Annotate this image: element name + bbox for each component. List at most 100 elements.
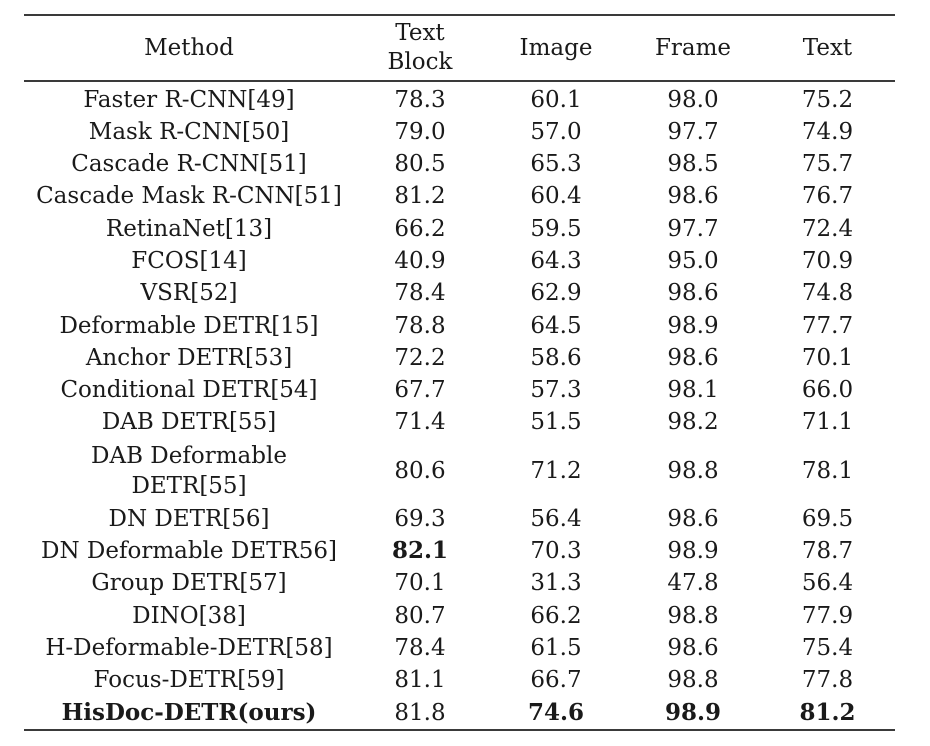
frame-cell: 98.6 bbox=[667, 634, 719, 661]
text-cell: 77.9 bbox=[801, 602, 854, 629]
table-row: Cascade Mask R-CNN[51] 81.2 60.4 98.6 76… bbox=[24, 180, 895, 212]
text-cell: 70.1 bbox=[801, 344, 854, 371]
text-block-cell: 71.4 bbox=[394, 409, 446, 436]
text-block-cell: 69.3 bbox=[394, 505, 446, 532]
table-row: DN Deformable DETR56] 82.1 70.3 98.9 78.… bbox=[24, 535, 895, 567]
method-cell: H-Deformable-DETR[58] bbox=[45, 634, 333, 661]
frame-cell: 98.6 bbox=[667, 505, 719, 532]
header-text: Text bbox=[802, 34, 853, 61]
image-cell-best: 74.6 bbox=[527, 698, 585, 726]
text-cell: 70.9 bbox=[801, 247, 854, 274]
table-row: DN DETR[56] 69.3 56.4 98.6 69.5 bbox=[24, 503, 895, 535]
table-row: Focus-DETR[59] 81.1 66.7 98.8 77.8 bbox=[24, 664, 895, 696]
image-cell: 64.3 bbox=[530, 247, 582, 274]
image-cell: 64.5 bbox=[530, 312, 582, 339]
image-cell: 60.4 bbox=[530, 183, 582, 210]
frame-cell: 98.0 bbox=[667, 86, 719, 113]
image-cell: 58.6 bbox=[530, 344, 582, 371]
method-cell: DAB Deformable DETR[55] bbox=[24, 439, 354, 503]
method-cell: RetinaNet[13] bbox=[105, 215, 273, 242]
image-cell: 71.2 bbox=[530, 457, 582, 484]
table-row: DAB Deformable DETR[55] 80.6 71.2 98.8 78… bbox=[24, 439, 895, 503]
table-row: VSR[52] 78.4 62.9 98.6 74.8 bbox=[24, 277, 895, 309]
image-cell: 51.5 bbox=[530, 409, 582, 436]
text-block-cell: 40.9 bbox=[394, 247, 446, 274]
method-cell: DN DETR[56] bbox=[108, 505, 270, 532]
frame-cell: 98.6 bbox=[667, 344, 719, 371]
text-block-cell: 66.2 bbox=[394, 215, 446, 242]
image-cell: 57.0 bbox=[530, 118, 582, 145]
image-cell: 61.5 bbox=[530, 634, 582, 661]
table-row: Cascade R-CNN[51] 80.5 65.3 98.5 75.7 bbox=[24, 148, 895, 180]
method-cell: DAB DETR[55] bbox=[101, 409, 277, 436]
table-row: Anchor DETR[53] 72.2 58.6 98.6 70.1 bbox=[24, 342, 895, 374]
image-cell: 59.5 bbox=[530, 215, 582, 242]
table-row: H-Deformable-DETR[58] 78.4 61.5 98.6 75.… bbox=[24, 632, 895, 664]
table-row: Group DETR[57] 70.1 31.3 47.8 56.4 bbox=[24, 567, 895, 599]
frame-cell: 98.1 bbox=[667, 377, 719, 404]
text-block-cell: 78.3 bbox=[394, 86, 446, 113]
image-cell: 62.9 bbox=[530, 280, 582, 307]
text-cell: 78.1 bbox=[801, 457, 854, 484]
header-row: Method Text Block Image Frame Text bbox=[24, 16, 895, 80]
frame-cell: 95.0 bbox=[667, 247, 719, 274]
frame-cell: 97.7 bbox=[667, 215, 719, 242]
method-cell: Mask R-CNN[50] bbox=[88, 118, 290, 145]
method-cell: Cascade Mask R-CNN[51] bbox=[36, 183, 342, 210]
frame-cell: 98.8 bbox=[667, 667, 719, 694]
frame-cell: 98.6 bbox=[667, 183, 719, 210]
text-block-cell: 78.8 bbox=[394, 312, 446, 339]
method-cell: Deformable DETR[15] bbox=[59, 312, 319, 339]
method-cell: Cascade R-CNN[51] bbox=[71, 151, 307, 178]
table-row: Faster R-CNN[49] 78.3 60.1 98.0 75.2 bbox=[24, 82, 895, 116]
frame-cell: 98.6 bbox=[667, 280, 719, 307]
text-block-cell: 80.5 bbox=[394, 151, 446, 178]
header-text-block: Text Block bbox=[354, 16, 486, 80]
method-line1: DAB Deformable bbox=[91, 442, 287, 469]
table-row: Mask R-CNN[50] 79.0 57.0 97.7 74.9 bbox=[24, 116, 895, 148]
method-cell: Focus-DETR[59] bbox=[93, 667, 285, 694]
text-block-cell: 81.8 bbox=[394, 699, 446, 726]
table-row-ours: HisDoc-DETR(ours) 81.8 74.6 98.9 81.2 bbox=[24, 697, 895, 729]
table-row: Conditional DETR[54] 67.7 57.3 98.1 66.0 bbox=[24, 374, 895, 406]
frame-cell: 98.8 bbox=[667, 602, 719, 629]
text-cell: 77.7 bbox=[801, 312, 854, 339]
image-cell: 65.3 bbox=[530, 151, 582, 178]
header-text-block-line2: Block bbox=[387, 49, 453, 75]
header-rule bbox=[24, 80, 895, 82]
method-cell: DN Deformable DETR56] bbox=[41, 538, 337, 565]
frame-cell: 47.8 bbox=[667, 570, 719, 597]
text-cell: 66.0 bbox=[801, 377, 854, 404]
method-line2: DETR[55] bbox=[131, 472, 247, 499]
text-block-cell: 80.7 bbox=[394, 602, 446, 629]
frame-cell: 98.8 bbox=[667, 457, 719, 484]
image-cell: 31.3 bbox=[530, 570, 582, 597]
image-cell: 66.7 bbox=[530, 667, 582, 694]
table-row: FCOS[14] 40.9 64.3 95.0 70.9 bbox=[24, 245, 895, 277]
text-block-cell: 81.2 bbox=[394, 183, 446, 210]
bottom-rule bbox=[24, 728, 895, 731]
text-block-cell: 67.7 bbox=[394, 377, 446, 404]
results-table: Method Text Block Image Frame Text bbox=[24, 16, 895, 80]
image-cell: 66.2 bbox=[530, 602, 582, 629]
header-frame: Frame bbox=[654, 34, 732, 61]
results-table-body: Faster R-CNN[49] 78.3 60.1 98.0 75.2 Mas… bbox=[24, 82, 895, 729]
text-block-cell: 78.4 bbox=[394, 280, 446, 307]
image-cell: 60.1 bbox=[530, 86, 582, 113]
text-cell: 75.7 bbox=[801, 151, 854, 178]
image-cell: 56.4 bbox=[530, 505, 582, 532]
text-block-cell: 78.4 bbox=[394, 634, 446, 661]
method-cell-ours: HisDoc-DETR(ours) bbox=[61, 698, 317, 726]
text-cell: 75.4 bbox=[801, 634, 854, 661]
method-cell: VSR[52] bbox=[140, 280, 238, 307]
header-text-block-line1: Text bbox=[395, 20, 445, 46]
frame-cell: 98.9 bbox=[667, 538, 719, 565]
top-rule bbox=[24, 14, 895, 16]
header-method: Method bbox=[144, 34, 234, 61]
table-row: Deformable DETR[15] 78.8 64.5 98.9 77.7 bbox=[24, 310, 895, 342]
text-block-cell: 81.1 bbox=[394, 667, 446, 694]
method-cell: DINO[38] bbox=[132, 602, 246, 629]
text-cell: 74.8 bbox=[801, 280, 854, 307]
method-cell: Conditional DETR[54] bbox=[60, 377, 318, 404]
text-cell-best: 81.2 bbox=[799, 698, 856, 726]
